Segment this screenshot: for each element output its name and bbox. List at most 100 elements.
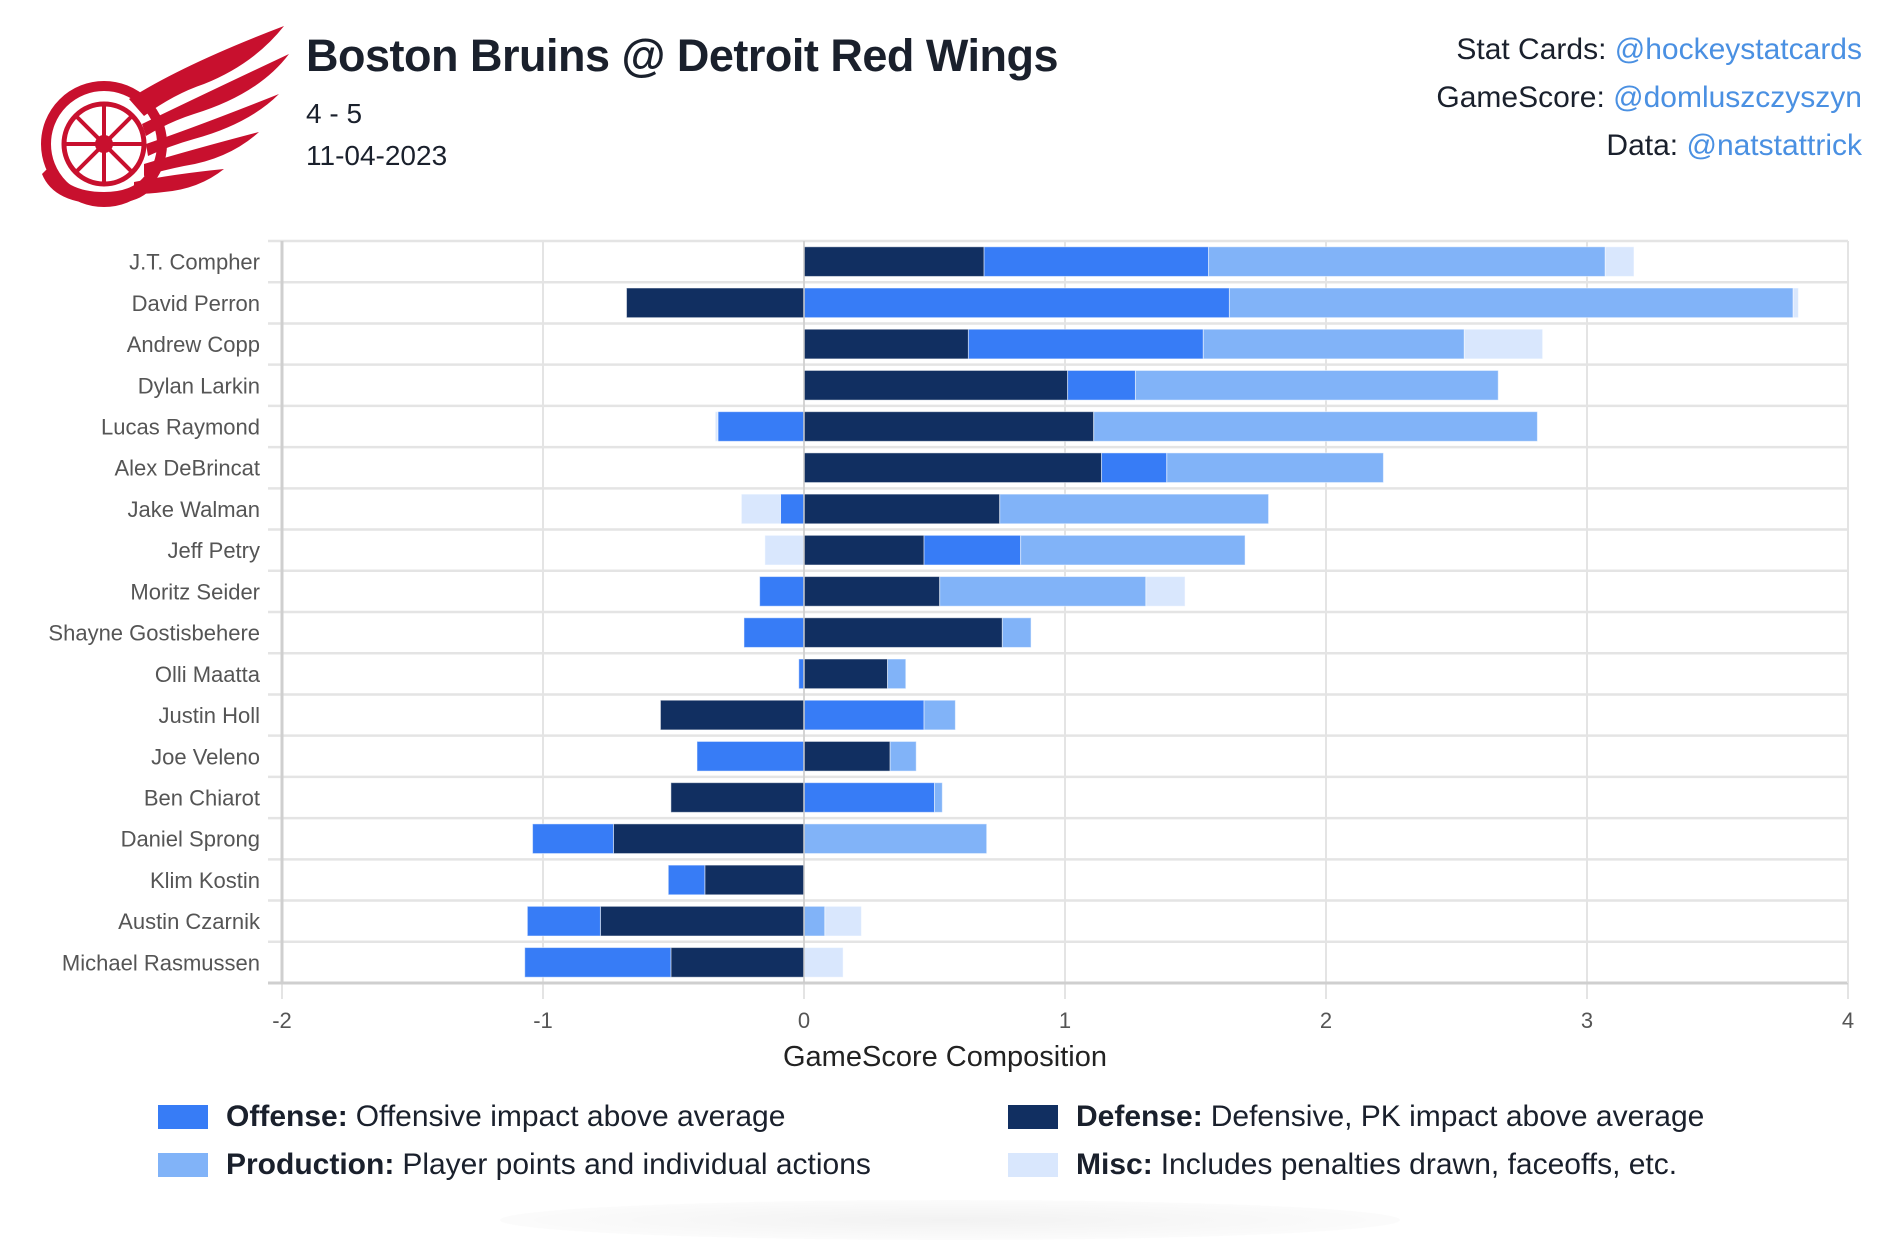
bar-misc[interactable]	[1792, 287, 1799, 319]
red-wings-logo	[41, 26, 289, 207]
legend-item-misc: Misc: Includes penalties drawn, faceoffs…	[1008, 1148, 1677, 1182]
legend-desc: Player points and individual actions	[402, 1148, 871, 1181]
bar-defense[interactable]	[704, 864, 805, 896]
x-tick-label: 2	[1320, 1008, 1332, 1033]
legend-name: Misc:	[1076, 1148, 1153, 1181]
legend-name: Defense:	[1076, 1100, 1203, 1133]
bar-misc[interactable]	[824, 905, 862, 937]
legend-swatch-defense	[1008, 1105, 1058, 1129]
bar-misc[interactable]	[803, 947, 844, 978]
player-label: Daniel Sprong	[121, 827, 260, 852]
bar-production[interactable]	[1228, 287, 1794, 319]
bar-offense[interactable]	[780, 493, 805, 525]
logo-wing	[129, 26, 289, 194]
bar-production[interactable]	[1001, 617, 1032, 648]
credit-handle-link[interactable]: @hockeystatcards	[1614, 33, 1862, 66]
page-title: Boston Bruins @ Detroit Red Wings	[306, 30, 1058, 81]
credit-stat-cards: Stat Cards: @hockeystatcards	[1436, 26, 1862, 74]
x-tick-label: -2	[272, 1008, 292, 1033]
bar-offense[interactable]	[526, 905, 601, 937]
credit-handle-link[interactable]: @natstattrick	[1686, 129, 1862, 162]
bar-defense[interactable]	[803, 493, 1001, 525]
bar-production[interactable]	[999, 493, 1270, 525]
bar-defense[interactable]	[599, 905, 805, 937]
player-label: Klim Kostin	[150, 868, 260, 893]
bar-misc[interactable]	[764, 534, 805, 566]
player-label: Jeff Petry	[167, 538, 260, 563]
player-label: Alex DeBrincat	[114, 456, 260, 481]
bar-defense[interactable]	[803, 369, 1069, 401]
bottom-shadow	[500, 1200, 1400, 1240]
bar-defense[interactable]	[803, 617, 1003, 648]
bar-offense[interactable]	[524, 947, 672, 978]
legend-swatch-misc	[1008, 1153, 1058, 1177]
player-label: Shayne Gostisbehere	[48, 621, 260, 646]
bar-offense[interactable]	[803, 699, 925, 731]
bar-production[interactable]	[1202, 328, 1465, 360]
bar-defense[interactable]	[803, 328, 969, 360]
bar-defense[interactable]	[803, 411, 1095, 442]
bar-offense[interactable]	[717, 411, 805, 442]
bar-production[interactable]	[887, 658, 907, 690]
bar-misc[interactable]	[1145, 576, 1186, 607]
bar-misc[interactable]	[740, 493, 782, 525]
bar-defense[interactable]	[626, 287, 805, 319]
legend-item-defense: Defense: Defensive, PK impact above aver…	[1008, 1100, 1704, 1134]
credit-label: Data:	[1606, 129, 1679, 162]
player-label: J.T. Compher	[129, 250, 260, 275]
legend-swatch-offense	[158, 1105, 208, 1129]
bar-defense[interactable]	[803, 576, 941, 607]
bar-offense[interactable]	[803, 782, 935, 813]
bar-offense[interactable]	[798, 658, 805, 690]
bar-production[interactable]	[1093, 411, 1538, 442]
bar-production[interactable]	[939, 576, 1147, 607]
bar-production[interactable]	[1020, 534, 1246, 566]
player-label: Justin Holl	[159, 703, 260, 728]
bar-defense[interactable]	[803, 452, 1103, 484]
player-label: Ben Chiarot	[144, 786, 260, 811]
bar-offense[interactable]	[803, 287, 1230, 319]
bar-production[interactable]	[923, 699, 956, 731]
bar-misc[interactable]	[1604, 246, 1635, 277]
legend-desc: Offensive impact above average	[355, 1100, 786, 1133]
bar-offense[interactable]	[667, 864, 706, 896]
bar-misc[interactable]	[1463, 328, 1544, 360]
bar-defense[interactable]	[803, 740, 891, 772]
bar-offense[interactable]	[743, 617, 805, 648]
bar-production[interactable]	[1134, 369, 1499, 401]
legend-swatch-production	[158, 1153, 208, 1177]
bar-defense[interactable]	[803, 658, 889, 690]
bar-offense[interactable]	[1067, 369, 1136, 401]
bar-offense[interactable]	[983, 246, 1210, 277]
bar-production[interactable]	[803, 823, 988, 855]
bar-defense[interactable]	[803, 534, 925, 566]
bar-production[interactable]	[803, 905, 826, 937]
credit-handle-link[interactable]: @domluszczyszyn	[1613, 81, 1862, 114]
bar-defense[interactable]	[659, 699, 805, 731]
bar-defense[interactable]	[612, 823, 805, 855]
bar-offense[interactable]	[1101, 452, 1168, 484]
bar-offense[interactable]	[923, 534, 1022, 566]
credit-data: Data: @natstattrick	[1436, 122, 1862, 170]
bar-production[interactable]	[1208, 246, 1606, 277]
player-label: Joe Veleno	[151, 744, 260, 769]
bar-misc[interactable]	[714, 411, 719, 442]
bar-defense[interactable]	[670, 947, 805, 978]
bar-offense[interactable]	[532, 823, 614, 855]
player-label: Andrew Copp	[127, 332, 260, 357]
player-label: Jake Walman	[128, 497, 260, 522]
x-tick-label: 3	[1581, 1008, 1593, 1033]
legend-item-offense: Offense: Offensive impact above average	[158, 1100, 785, 1134]
bar-offense[interactable]	[967, 328, 1204, 360]
bar-defense[interactable]	[670, 782, 805, 813]
game-score: 4 - 5	[306, 98, 363, 129]
bar-offense[interactable]	[696, 740, 805, 772]
bar-offense[interactable]	[759, 576, 805, 607]
credit-gamescore: GameScore: @domluszczyszyn	[1436, 74, 1862, 122]
bar-production[interactable]	[934, 782, 943, 813]
bar-production[interactable]	[889, 740, 917, 772]
credits: Stat Cards: @hockeystatcards GameScore: …	[1436, 26, 1862, 170]
bar-production[interactable]	[1166, 452, 1384, 484]
bar-defense[interactable]	[803, 246, 985, 277]
credit-label: GameScore:	[1436, 81, 1605, 114]
